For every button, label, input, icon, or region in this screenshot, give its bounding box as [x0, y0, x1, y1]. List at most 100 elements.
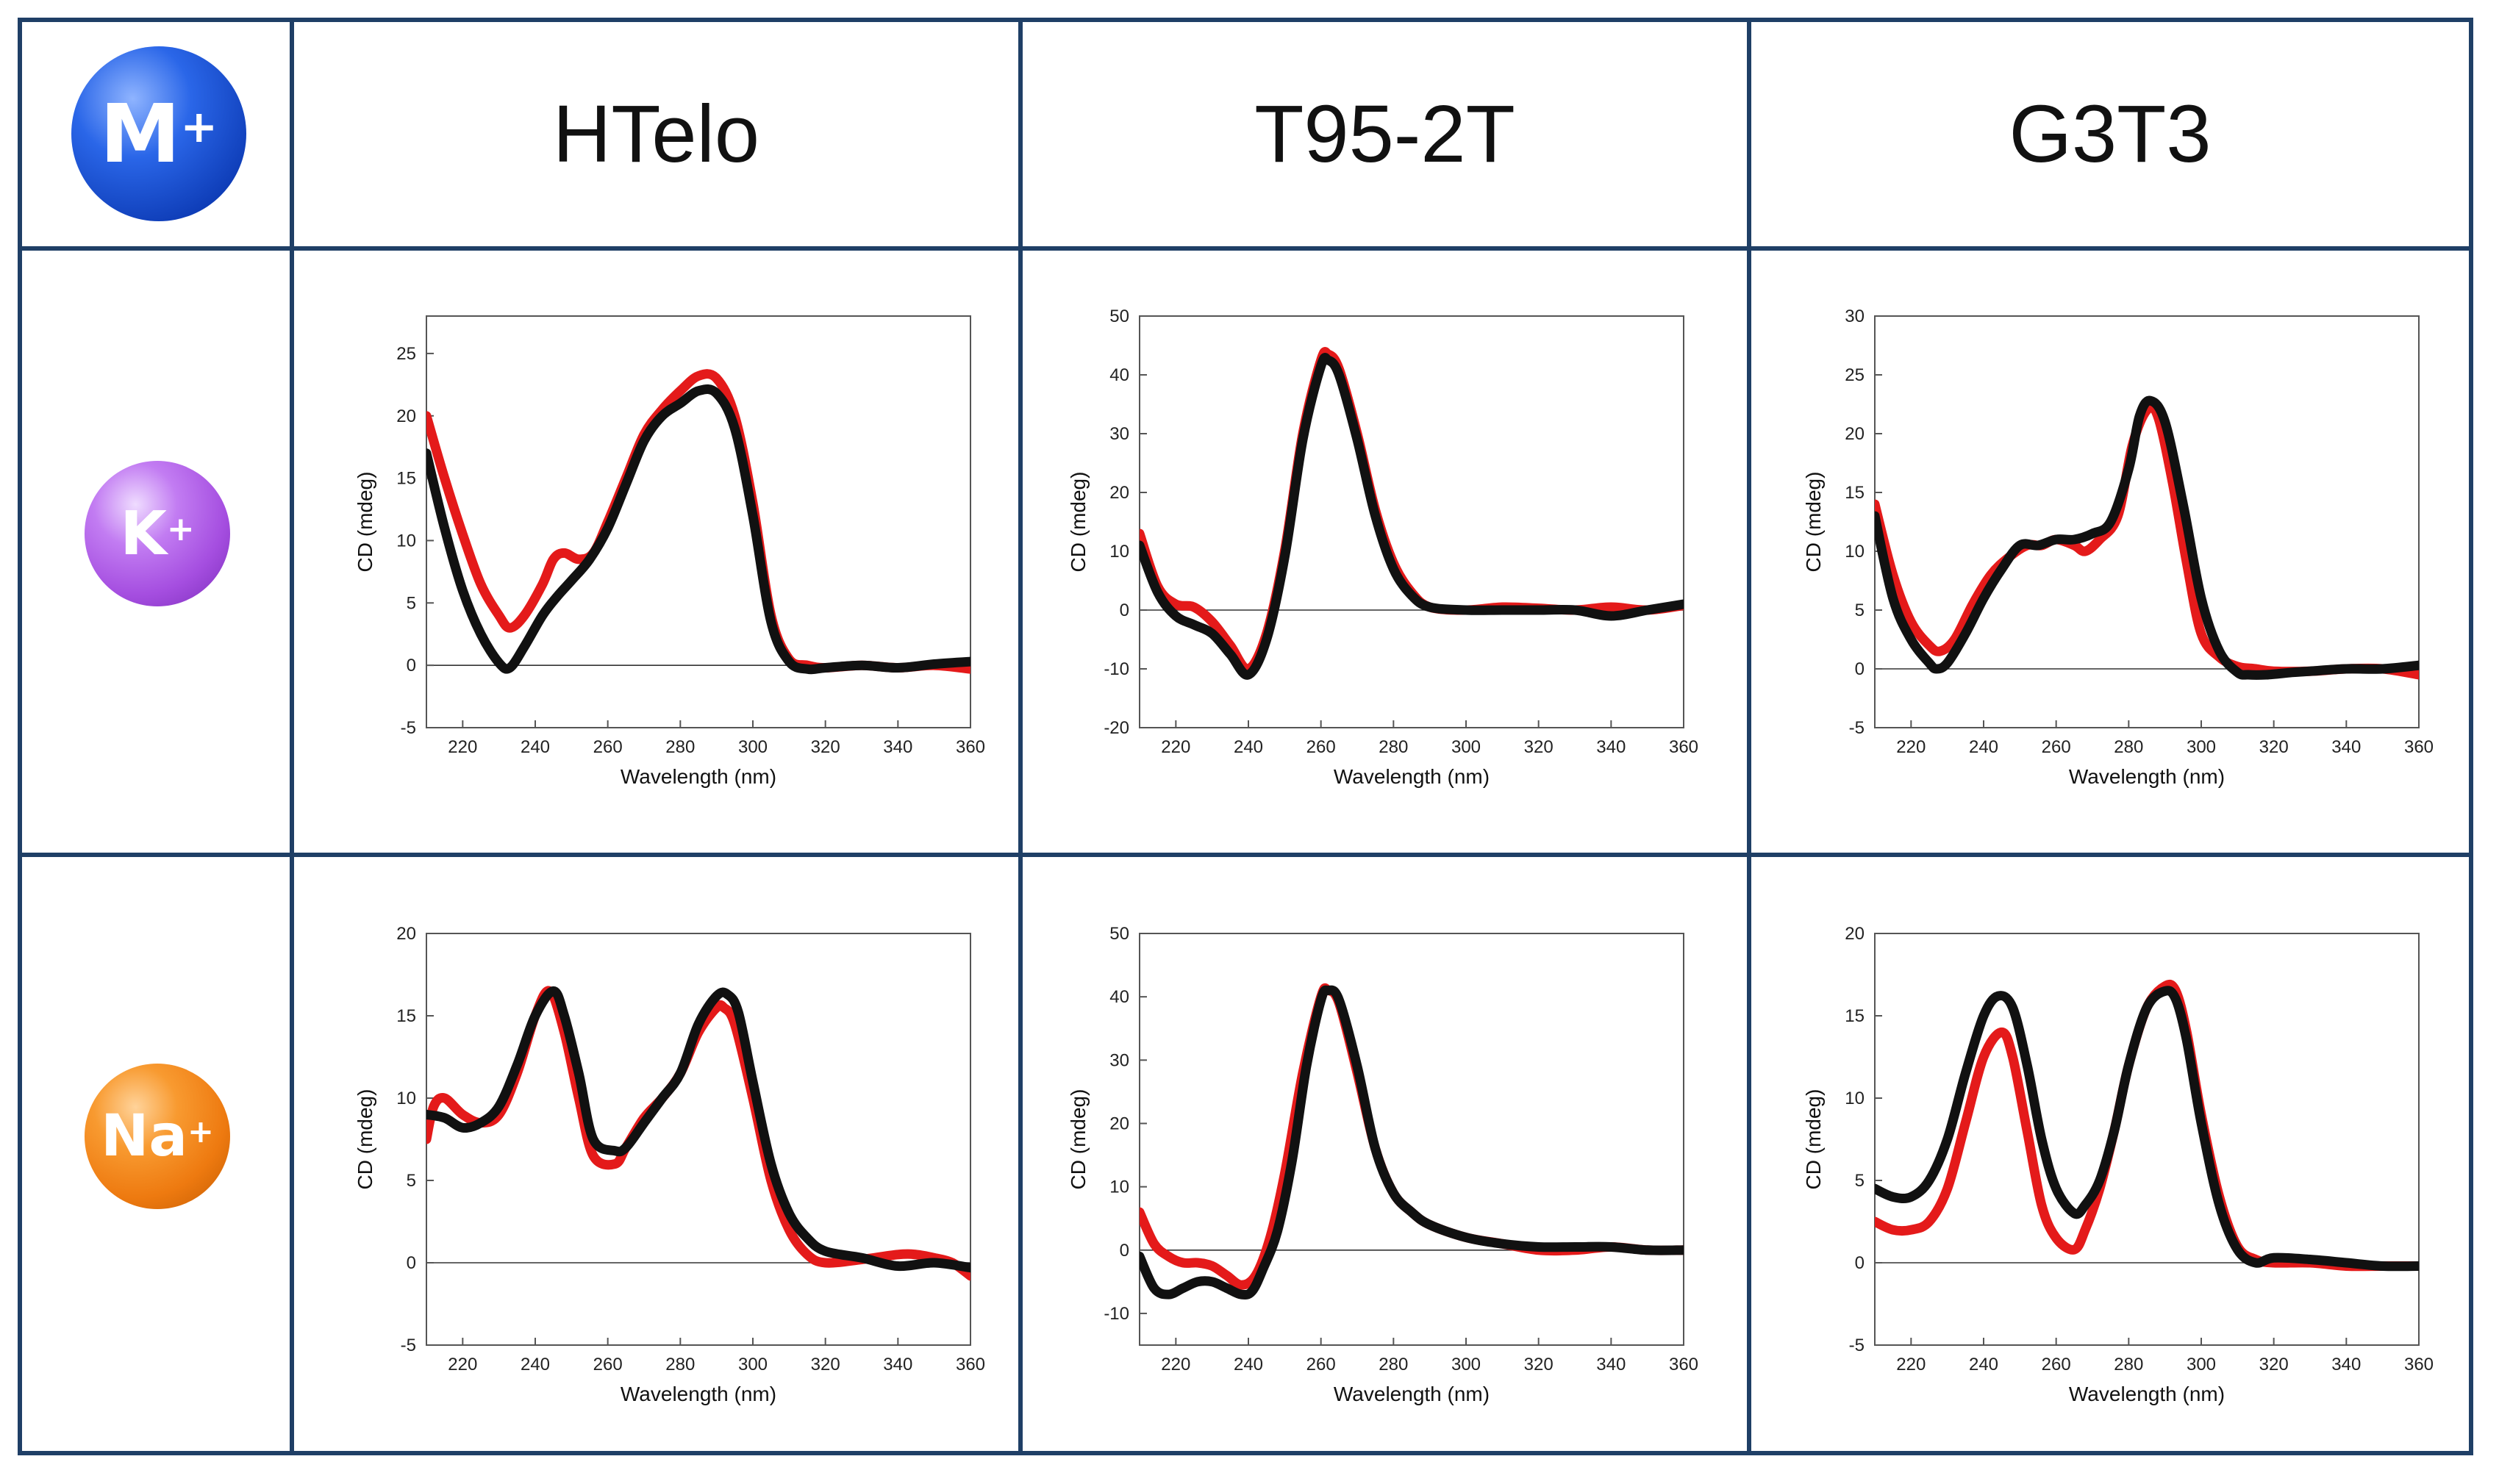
y-axis-label: CD (mdeg)	[1802, 1089, 1825, 1190]
x-tick-label: 240	[1969, 737, 1998, 757]
na-ion-charge: +	[187, 1113, 214, 1150]
x-tick-label: 320	[811, 1355, 840, 1374]
m-ion-ball: M +	[71, 46, 246, 221]
x-axis-label: Wavelength (nm)	[1334, 1383, 1490, 1405]
y-tick-label: 0	[1855, 659, 1865, 679]
x-tick-label: 340	[883, 1355, 912, 1374]
x-tick-label: 280	[2114, 1355, 2143, 1374]
y-axis-label: CD (mdeg)	[1802, 472, 1825, 573]
x-tick-label: 340	[2331, 737, 2361, 757]
y-tick-label: -10	[1104, 1304, 1129, 1324]
x-tick-label: 300	[738, 1355, 768, 1374]
comparison-table: M + HTelo T95-2T G3T3 K + Na + 220 240 260 280…	[18, 18, 2473, 1455]
y-tick-label: -5	[1849, 718, 1865, 738]
column-header-htelo: HTelo	[552, 89, 760, 179]
y-tick-label: 5	[1855, 1171, 1865, 1191]
m-ion-charge: +	[180, 101, 218, 153]
grid-line	[290, 22, 294, 1451]
y-tick-label: -5	[1849, 1336, 1865, 1355]
y-tick-label: 15	[396, 469, 416, 489]
y-tick-label: 25	[1845, 365, 1865, 385]
y-axis-label: CD (mdeg)	[1067, 1089, 1090, 1190]
na-ion-ball: Na +	[85, 1064, 230, 1209]
x-tick-label: 300	[2187, 1355, 2216, 1374]
x-tick-label: 220	[448, 1355, 477, 1374]
x-tick-label: 360	[1669, 737, 1698, 757]
x-tick-label: 300	[1451, 1355, 1481, 1374]
x-tick-label: 300	[738, 737, 768, 757]
plot-frame	[1139, 315, 1684, 728]
y-tick-label: 30	[1109, 1050, 1129, 1070]
x-tick-label: 340	[883, 737, 912, 757]
x-tick-label: 360	[956, 1355, 985, 1374]
y-tick-label: 0	[407, 1253, 416, 1273]
y-tick-label: 50	[1109, 924, 1129, 944]
x-axis-label: Wavelength (nm)	[621, 765, 776, 788]
x-tick-label: 220	[1161, 737, 1190, 757]
x-axis-label: Wavelength (nm)	[2069, 765, 2225, 788]
y-tick-label: 15	[1845, 1006, 1865, 1026]
x-tick-label: 280	[665, 737, 695, 757]
x-tick-label: 360	[956, 737, 985, 757]
y-tick-label: 10	[1109, 1177, 1129, 1197]
y-tick-label: 10	[1845, 1089, 1865, 1108]
x-tick-label: 360	[2404, 1355, 2434, 1374]
series-line-black	[1875, 986, 2419, 1272]
y-axis-label: CD (mdeg)	[354, 472, 376, 573]
y-tick-label: -5	[401, 718, 416, 738]
series-line-black	[1140, 353, 1684, 680]
x-tick-label: 340	[2331, 1355, 2361, 1374]
x-tick-label: 320	[1524, 1355, 1554, 1374]
y-tick-label: 20	[396, 924, 416, 944]
x-tick-label: 240	[1234, 737, 1263, 757]
x-tick-label: 280	[1379, 1355, 1408, 1374]
y-tick-label: 50	[1109, 307, 1129, 326]
y-axis-label: CD (mdeg)	[354, 1089, 376, 1190]
x-tick-label: 320	[2259, 1355, 2289, 1374]
x-tick-label: 240	[521, 1355, 550, 1374]
y-tick-label: 40	[1109, 365, 1129, 385]
column-header-t95-2t: T95-2T	[1254, 89, 1515, 179]
y-tick-label: 20	[1845, 424, 1865, 444]
series-line-black	[426, 384, 970, 675]
y-axis-label: CD (mdeg)	[1067, 472, 1090, 573]
y-tick-label: 0	[1120, 601, 1129, 620]
x-tick-label: 340	[1596, 737, 1626, 757]
y-tick-label: 25	[396, 344, 416, 364]
x-tick-label: 320	[1524, 737, 1554, 757]
cd-spectrum-g3t3-k: 220 240 260 280 300 320 340 360 -5 0 5 10 15 20 25 30 Wa…	[1802, 307, 2434, 788]
plot-frame	[1874, 315, 2420, 728]
cd-spectrum-g3t3-na: 220 240 260 280 300 320 340 360 -5 0 5 10 15 20 Wavele…	[1802, 924, 2434, 1405]
x-tick-label: 360	[1669, 1355, 1698, 1374]
y-tick-label: 15	[1845, 483, 1865, 503]
column-header-g3t3: G3T3	[2009, 89, 2212, 179]
cd-spectrum-htelo-k: 220 240 260 280 300 320 340 360 -5 0 5 10 15 20 25 Wave…	[354, 315, 985, 788]
x-tick-label: 280	[1379, 737, 1408, 757]
x-tick-label: 300	[2187, 737, 2216, 757]
x-tick-label: 260	[2042, 1355, 2071, 1374]
y-tick-label: -5	[401, 1336, 416, 1355]
y-tick-label: 0	[1120, 1241, 1129, 1261]
y-tick-label: 30	[1845, 307, 1865, 326]
y-tick-label: 30	[1109, 424, 1129, 444]
x-tick-label: 260	[593, 737, 623, 757]
x-tick-label: 360	[2404, 737, 2434, 757]
na-ion-label: Na	[101, 1103, 187, 1169]
series-line-black	[1140, 985, 1684, 1300]
cd-spectrum-htelo-na: 220 240 260 280 300 320 340 360 -5 0 5 10 15 20 Wavele…	[354, 924, 985, 1405]
grid-line	[22, 246, 2469, 251]
y-tick-label: 10	[396, 1089, 416, 1108]
k-ion-charge: +	[166, 509, 195, 548]
y-tick-label: 20	[1109, 483, 1129, 503]
x-axis-label: Wavelength (nm)	[621, 1383, 776, 1405]
x-tick-label: 260	[2042, 737, 2071, 757]
x-tick-label: 280	[665, 1355, 695, 1374]
x-tick-label: 260	[593, 1355, 623, 1374]
plot-frame	[426, 933, 971, 1346]
y-tick-label: 20	[1845, 924, 1865, 944]
x-tick-label: 260	[1306, 737, 1336, 757]
x-tick-label: 240	[1969, 1355, 1998, 1374]
y-tick-label: 0	[1855, 1253, 1865, 1273]
y-tick-label: 20	[1109, 1114, 1129, 1133]
grid-line	[22, 853, 2469, 857]
